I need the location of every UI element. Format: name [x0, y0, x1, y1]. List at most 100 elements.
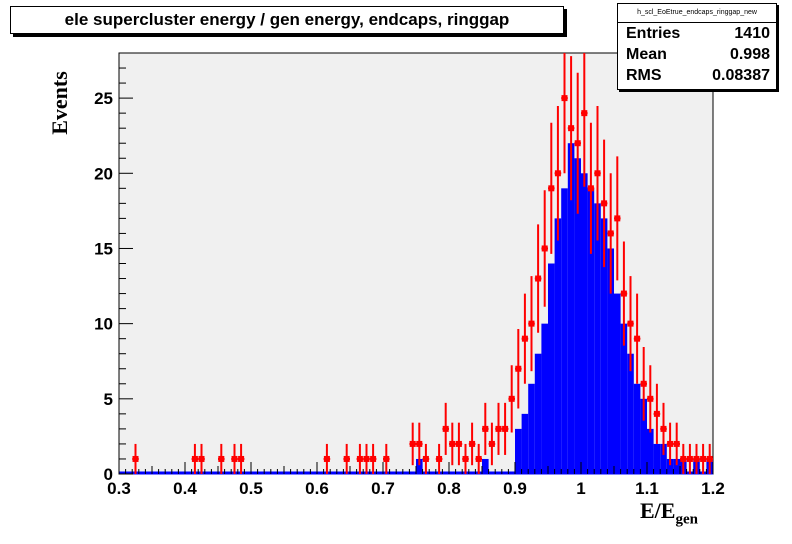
- point-marker: [475, 455, 482, 462]
- x-axis-label-main: E/E: [640, 498, 676, 523]
- data-point: [132, 443, 139, 474]
- point-marker: [653, 410, 660, 417]
- point-marker: [191, 455, 198, 462]
- point-marker: [700, 455, 707, 462]
- data-point: [449, 422, 456, 466]
- data-point: [231, 443, 238, 474]
- histogram-bar: [581, 173, 588, 475]
- data-point: [515, 328, 522, 409]
- x-tick-label: 1.1: [635, 479, 659, 498]
- histogram-bar: [528, 383, 535, 474]
- data-point: [554, 106, 562, 241]
- data-point: [693, 443, 700, 474]
- histogram-bar: [653, 443, 661, 474]
- y-axis-label: Events: [47, 71, 72, 135]
- histogram-bar: [521, 413, 529, 474]
- point-marker: [693, 455, 700, 462]
- stats-row-entries: Entries 1410: [618, 23, 776, 44]
- data-point: [581, 53, 588, 187]
- stats-label: Mean: [626, 46, 667, 63]
- point-marker: [495, 425, 502, 432]
- data-point: [435, 443, 443, 474]
- histogram-bar: [633, 383, 641, 474]
- y-axis-title: Events: [30, 60, 80, 140]
- point-marker: [469, 440, 476, 447]
- point-marker: [422, 455, 429, 462]
- stats-label: RMS: [626, 67, 662, 84]
- data-point: [521, 293, 529, 384]
- histogram-bar: [574, 158, 581, 474]
- point-marker: [601, 200, 608, 207]
- y-tick-label: 0: [104, 465, 113, 484]
- point-marker: [568, 125, 575, 132]
- y-tick-label: 20: [94, 164, 113, 183]
- point-marker: [614, 215, 621, 222]
- data-point: [198, 443, 205, 474]
- chart-title: ele supercluster energy / gen energy, en…: [10, 6, 564, 34]
- data-point: [468, 422, 476, 466]
- histogram-bar: [561, 188, 568, 475]
- point-marker: [587, 185, 594, 192]
- histogram-bar: [534, 353, 542, 474]
- x-tick-label: 0.8: [437, 479, 461, 498]
- x-tick-label: 0.6: [305, 479, 329, 498]
- data-point: [191, 443, 199, 474]
- data-point: [218, 443, 225, 474]
- point-marker: [449, 440, 456, 447]
- data-point: [706, 443, 713, 474]
- point-marker: [706, 455, 713, 462]
- stats-histogram-name: h_scl_EoEtrue_endcaps_ringgap_new: [618, 4, 776, 23]
- point-marker: [502, 425, 509, 432]
- data-point: [369, 443, 377, 474]
- data-point: [541, 190, 548, 307]
- point-marker: [482, 425, 489, 432]
- x-axis-title: E/Egen: [640, 498, 750, 534]
- data-point: [561, 53, 568, 174]
- point-marker: [231, 455, 238, 462]
- point-marker: [541, 245, 548, 252]
- histogram-bar: [482, 458, 489, 474]
- histogram-bar: [673, 458, 680, 474]
- histogram-bar: [567, 143, 575, 474]
- point-marker: [528, 320, 535, 327]
- point-marker: [521, 335, 528, 342]
- x-tick-label: 1.2: [701, 479, 725, 498]
- y-tick-label: 15: [94, 239, 113, 258]
- data-point: [620, 241, 628, 346]
- data-point: [462, 443, 469, 474]
- histogram-bar: [594, 203, 601, 474]
- point-marker: [581, 110, 588, 117]
- data-point: [640, 346, 647, 421]
- data-point: [508, 365, 515, 433]
- data-point: [574, 72, 581, 214]
- histogram-bar: [620, 323, 628, 474]
- data-point: [455, 422, 463, 466]
- x-axis-label-sub: gen: [675, 511, 698, 528]
- point-marker: [218, 455, 225, 462]
- data-point: [495, 402, 502, 455]
- histogram-bar: [647, 428, 654, 474]
- x-tick-label: 0.3: [107, 479, 131, 498]
- y-tick-label: 5: [104, 390, 113, 409]
- stats-row-mean: Mean 0.998: [618, 44, 776, 65]
- histogram-bar: [554, 218, 562, 474]
- data-point: [488, 422, 496, 466]
- point-marker: [634, 335, 641, 342]
- point-marker: [323, 455, 330, 462]
- data-point: [600, 139, 608, 268]
- histogram-bar: [666, 458, 674, 474]
- point-marker: [238, 455, 245, 462]
- x-axis: 0.3 0.4 0.5 0.6 0.7 0.8 0.9 1 1.1 1.2: [107, 462, 725, 498]
- data-point: [587, 122, 595, 254]
- point-marker: [686, 455, 693, 462]
- stats-box: h_scl_EoEtrue_endcaps_ringgap_new Entrie…: [617, 3, 777, 90]
- data-point: [528, 276, 535, 372]
- stats-value: 0.998: [729, 46, 770, 63]
- data-point: [660, 402, 667, 455]
- data-point: [422, 443, 430, 474]
- x-tick-label: 0.4: [173, 479, 197, 498]
- point-marker: [442, 425, 449, 432]
- data-point: [633, 293, 641, 384]
- point-marker: [594, 170, 601, 177]
- point-marker: [667, 440, 674, 447]
